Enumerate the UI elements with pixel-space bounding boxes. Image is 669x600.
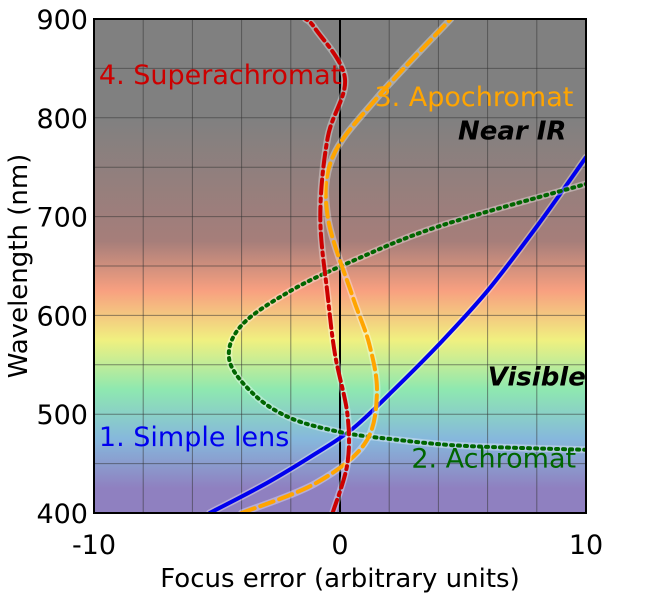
- region-labels: Near IR Visible: [458, 117, 586, 393]
- series-line-4: [303, 19, 352, 513]
- series-lines: [206, 19, 586, 513]
- plot-frame: [93, 18, 587, 514]
- series-label-4: 4. Superachromat: [99, 60, 341, 91]
- y-tick-label: 500: [36, 400, 88, 431]
- series-label-1: 1. Simple lens: [99, 422, 289, 453]
- series-labels: 1. Simple lens 2. Achromat 3. Apochromat 4.…: [99, 60, 576, 474]
- x-tick-labels: -10 0 10: [72, 530, 603, 561]
- y-tick-label: 700: [36, 203, 88, 234]
- series-label-2: 2. Achromat: [411, 444, 576, 475]
- x-axis-label: Focus error (arbitrary units): [160, 564, 519, 594]
- series-line-3: [239, 19, 453, 513]
- series-label-3: 3. Apochromat: [374, 82, 573, 113]
- region-label-1: Near IR: [458, 117, 567, 147]
- y-tick-label: 900: [36, 5, 88, 36]
- x-tick-label: 0: [331, 530, 348, 561]
- y-axis-label: Wavelength (nm): [4, 154, 34, 379]
- series-line-1: [207, 155, 586, 513]
- y-tick-label: 400: [36, 499, 88, 530]
- region-label-2: Visible: [488, 363, 586, 393]
- x-tick-label: 10: [569, 530, 603, 561]
- y-tick-label: 800: [36, 104, 88, 135]
- y-tick-labels: 400 500 600 700 800 900: [36, 5, 88, 530]
- series-line-2: [226, 182, 586, 452]
- y-tick-label: 600: [36, 301, 88, 332]
- x-tick-label: -10: [72, 530, 116, 561]
